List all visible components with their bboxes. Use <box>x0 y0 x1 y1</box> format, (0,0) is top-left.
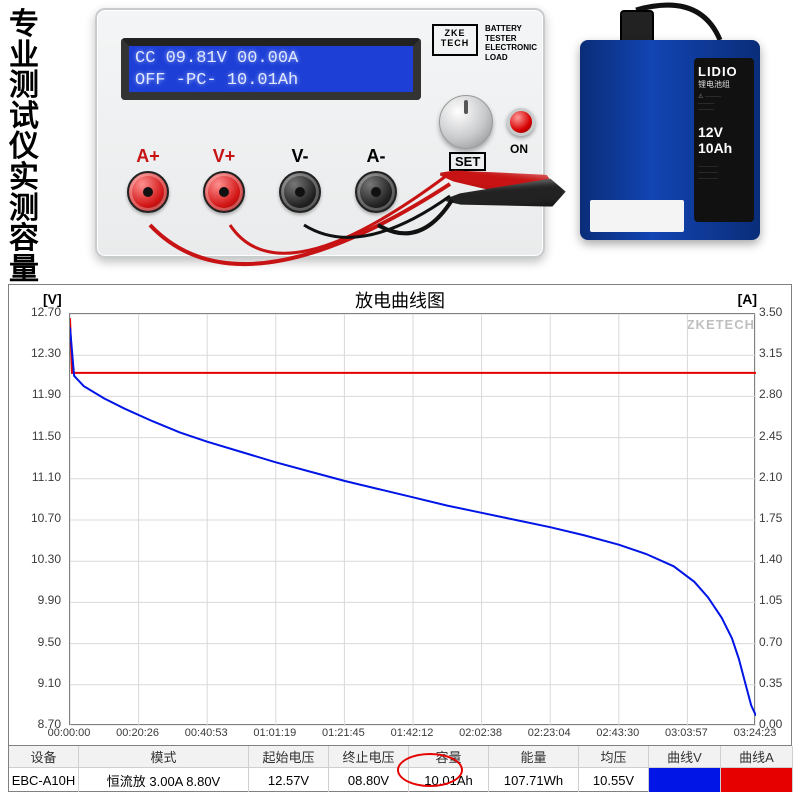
xtick: 02:43:30 <box>596 727 639 739</box>
xtick: 01:21:45 <box>322 727 365 739</box>
th-curvea: 曲线A <box>721 746 793 768</box>
xtick: 00:00:00 <box>48 727 91 739</box>
plot-svg <box>70 314 756 726</box>
plot-area <box>69 313 755 725</box>
th-endv: 终止电压 <box>329 746 409 768</box>
ytick-left: 9.90 <box>17 593 61 607</box>
xtick: 02:23:04 <box>528 727 571 739</box>
ytick-right: 1.05 <box>759 593 799 607</box>
ytick-right: 1.75 <box>759 511 799 525</box>
ytick-left: 9.10 <box>17 676 61 690</box>
tester-brand-text: BATTERY TESTER ELECTRONIC LOAD <box>485 24 543 62</box>
ytick-left: 11.50 <box>17 429 61 443</box>
ytick-right: 2.10 <box>759 470 799 484</box>
ytick-left: 10.70 <box>17 511 61 525</box>
ytick-right: 2.45 <box>759 429 799 443</box>
td-endv: 08.80V <box>329 768 409 792</box>
td-capacity: 10.01Ah <box>409 768 489 792</box>
xtick: 01:01:19 <box>253 727 296 739</box>
td-avgv: 10.55V <box>579 768 649 792</box>
binding-post: V+ <box>203 146 245 213</box>
ytick-right: 1.40 <box>759 552 799 566</box>
ytick-left: 11.90 <box>17 387 61 401</box>
xtick: 03:24:23 <box>734 727 777 739</box>
td-mode: 恒流放 3.00A 8.80V <box>79 768 249 792</box>
ytick-right: 2.80 <box>759 387 799 401</box>
ytick-left: 12.30 <box>17 346 61 360</box>
ytick-left: 9.50 <box>17 635 61 649</box>
ytick-right: 0.70 <box>759 635 799 649</box>
th-device: 设备 <box>9 746 79 768</box>
battery-white-label <box>590 200 684 232</box>
tester-photo-area: 专业测试仪实测容量 ZKE TECH BATTERY TESTER ELECTR… <box>0 0 800 280</box>
logo-bottom: TECH <box>434 39 476 49</box>
on-button <box>507 108 535 136</box>
td-startv: 12.57V <box>249 768 329 792</box>
th-capacity: 容量 <box>409 746 489 768</box>
td-vcolor-swatch <box>649 768 721 792</box>
td-device: EBC-A10H <box>9 768 79 792</box>
ytick-right: 3.15 <box>759 346 799 360</box>
set-knob <box>439 95 493 149</box>
battery-label: LIDIO 锂电池组 ⚠ ························ 12… <box>694 58 754 222</box>
td-energy: 107.71Wh <box>489 768 579 792</box>
xtick: 02:02:38 <box>459 727 502 739</box>
y-right-unit: [A] <box>738 291 757 307</box>
lcd-display: CC 09.81V 00.00A OFF -PC- 10.01Ah <box>121 38 421 100</box>
xtick: 00:40:53 <box>185 727 228 739</box>
th-mode: 模式 <box>79 746 249 768</box>
th-startv: 起始电压 <box>249 746 329 768</box>
tester-logo-box: ZKE TECH <box>432 24 478 56</box>
binding-post: V- <box>279 146 321 213</box>
xtick: 01:42:12 <box>391 727 434 739</box>
th-avgv: 均压 <box>579 746 649 768</box>
td-acolor-swatch <box>721 768 793 792</box>
binding-posts: A+ V+ V- A- <box>127 146 397 213</box>
on-label: ON <box>510 142 528 156</box>
headline-vertical: 专业测试仪实测容量 <box>6 10 42 285</box>
xtick: 00:20:26 <box>116 727 159 739</box>
battery-tester-device: ZKE TECH BATTERY TESTER ELECTRONIC LOAD … <box>95 8 545 258</box>
battery-pack: LIDIO 锂电池组 ⚠ ························ 12… <box>580 40 760 240</box>
ytick-left: 10.30 <box>17 552 61 566</box>
ytick-left: 11.10 <box>17 470 61 484</box>
th-energy: 能量 <box>489 746 579 768</box>
ytick-left: 12.70 <box>17 305 61 319</box>
binding-post: A- <box>355 146 397 213</box>
ytick-right: 3.50 <box>759 305 799 319</box>
binding-post: A+ <box>127 146 169 213</box>
discharge-chart-panel: 放电曲线图 ZKETECH [V] [A] 设备 模式 起始电压 终止电压 容量… <box>8 284 792 792</box>
xtick: 03:03:57 <box>665 727 708 739</box>
result-table: 设备 模式 起始电压 终止电压 容量 能量 均压 曲线V 曲线A EBC-A10… <box>9 745 791 791</box>
ytick-right: 0.35 <box>759 676 799 690</box>
th-curvev: 曲线V <box>649 746 721 768</box>
chart-title: 放电曲线图 <box>9 287 791 313</box>
battery-connector <box>620 10 654 44</box>
